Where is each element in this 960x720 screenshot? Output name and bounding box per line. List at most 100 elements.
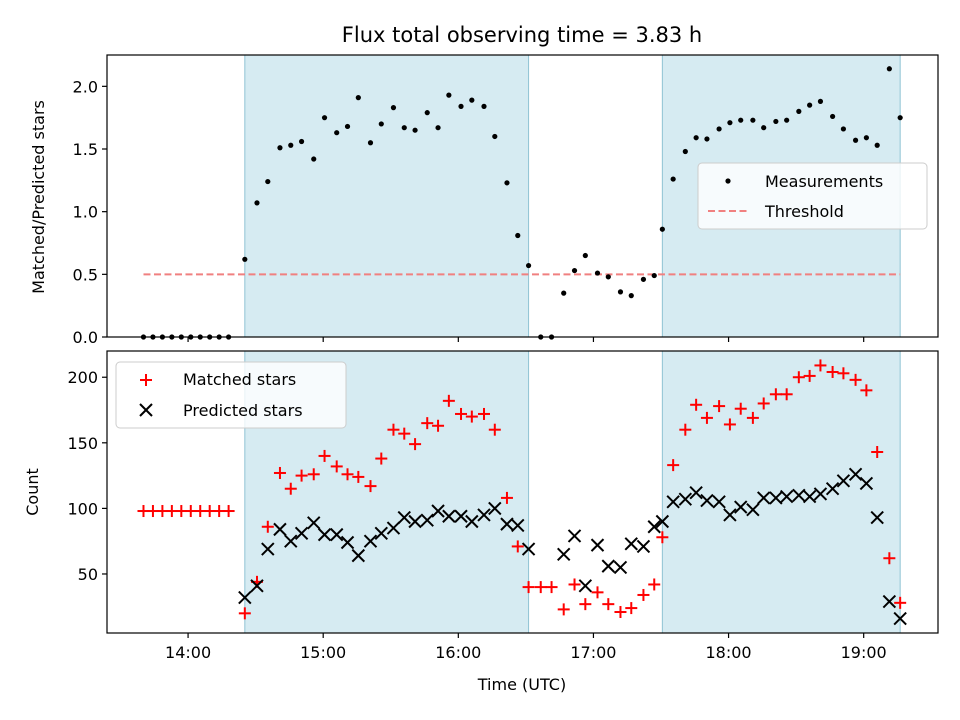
- matched-stars-point: [330, 460, 343, 473]
- predicted-stars-point: [250, 579, 264, 593]
- matched-stars-point: [455, 407, 468, 420]
- measurements-point: [659, 226, 665, 232]
- matched-stars-point: [465, 410, 478, 423]
- shaded-interval: [244, 54, 530, 338]
- y-tick-label: 1.0: [73, 203, 98, 222]
- measurements-point: [446, 92, 452, 98]
- matched-stars-point: [261, 520, 274, 533]
- y-tick-label: 150: [67, 434, 98, 453]
- predicted-stars-point: [351, 548, 366, 563]
- matched-stars-point: [792, 371, 805, 384]
- predicted-stars-point: [408, 514, 422, 529]
- top-legend: Measurements Threshold: [697, 162, 928, 230]
- predicted-stars-point: [756, 491, 771, 505]
- matched-stars-point: [387, 423, 400, 436]
- predicted-stars-point: [340, 535, 355, 550]
- predicted-stars-point: [769, 491, 783, 505]
- predicted-stars-point: [500, 517, 514, 531]
- predicted-legend-label: Predicted stars: [183, 401, 303, 420]
- predicted-stars-point: [678, 492, 693, 506]
- measurements-point: [390, 105, 397, 111]
- predicted-stars-point: [330, 527, 344, 542]
- bottom-x-axis-label: Time (UTC): [477, 675, 566, 694]
- measurements-point: [670, 176, 676, 182]
- predicted-stars-point: [454, 509, 468, 523]
- predicted-legend-marker: [139, 403, 153, 417]
- measurements-point: [840, 126, 847, 132]
- measurements-point: [784, 117, 790, 123]
- matched-stars-point: [557, 603, 570, 616]
- measurements-point: [492, 133, 498, 140]
- predicted-stars-point: [848, 467, 863, 482]
- predicted-stars-point: [294, 526, 309, 541]
- predicted-stars-point: [893, 611, 907, 626]
- predicted-stars-point: [700, 493, 714, 508]
- x-tick-label: 16:00: [435, 643, 481, 662]
- measurements-point: [852, 137, 859, 143]
- matched-stars-point: [871, 445, 884, 458]
- matched-stars-point: [803, 369, 816, 382]
- measurements-point: [640, 276, 647, 282]
- predicted-stars-point: [465, 514, 479, 529]
- measurements-point: [817, 98, 824, 104]
- matched-stars-point: [667, 459, 680, 472]
- matched-stars-point: [352, 470, 365, 483]
- predicted-stars-point: [779, 489, 794, 504]
- measurements-point: [750, 117, 756, 123]
- measurements-point: [401, 125, 407, 131]
- matched-stars-point: [769, 388, 782, 401]
- x-tick-label: 14:00: [165, 643, 211, 662]
- matched-stars-point: [284, 482, 297, 495]
- measurements-point: [334, 130, 340, 136]
- predicted-stars-point: [420, 513, 434, 527]
- measurements-point: [807, 102, 813, 108]
- predicted-stars-point: [317, 527, 332, 542]
- predicted-stars-point: [397, 510, 411, 525]
- measurements-point: [682, 148, 688, 155]
- matched-stars-point: [637, 588, 650, 601]
- matched-stars-point: [757, 397, 770, 410]
- matched-stars-point: [442, 394, 455, 407]
- predicted-stars-point: [624, 537, 638, 551]
- measurements-point: [481, 103, 487, 109]
- predicted-stars-point: [802, 489, 817, 504]
- predicted-stars-point: [836, 474, 851, 488]
- matched-stars-point: [477, 407, 490, 420]
- matched-legend-marker: [140, 374, 152, 386]
- matched-stars-point: [273, 466, 286, 479]
- predicted-stars-point: [261, 542, 275, 556]
- measurements-point: [886, 66, 892, 72]
- measurements-point: [617, 289, 624, 295]
- predicted-stars-point: [601, 559, 616, 573]
- measurements-point: [298, 138, 305, 145]
- matched-stars-point: [307, 468, 320, 481]
- matched-stars-point: [409, 438, 422, 451]
- measurements-point: [321, 115, 328, 121]
- matched-stars-point: [591, 586, 604, 599]
- matched-stars-point: [500, 491, 513, 504]
- measurements-point: [367, 140, 374, 146]
- measurements-point: [355, 95, 361, 101]
- matched-stars-point: [625, 602, 638, 615]
- predicted-stars-point: [666, 495, 680, 509]
- x-tick-label: 18:00: [706, 643, 752, 662]
- matched-stars-point: [522, 581, 535, 594]
- predicted-stars-point: [442, 509, 456, 523]
- measurements-point: [435, 125, 441, 131]
- measurements-point: [716, 126, 722, 132]
- matched-stars-point: [375, 452, 388, 465]
- predicted-stars-point: [284, 534, 298, 548]
- measurements-point: [265, 178, 271, 185]
- x-tick-label: 19:00: [841, 643, 887, 662]
- matched-stars-point: [679, 423, 692, 436]
- measurements-point: [727, 120, 733, 126]
- predicted-stars-point: [374, 526, 389, 541]
- predicted-stars-point: [746, 502, 760, 517]
- measurements-point: [242, 256, 248, 262]
- measurements-point: [863, 135, 869, 141]
- measurements-legend-label: Measurements: [765, 172, 883, 191]
- measurements-point: [830, 113, 836, 120]
- measurements-legend-marker: [725, 178, 731, 184]
- x-tick-label: 15:00: [300, 643, 346, 662]
- measurements-point: [796, 108, 802, 114]
